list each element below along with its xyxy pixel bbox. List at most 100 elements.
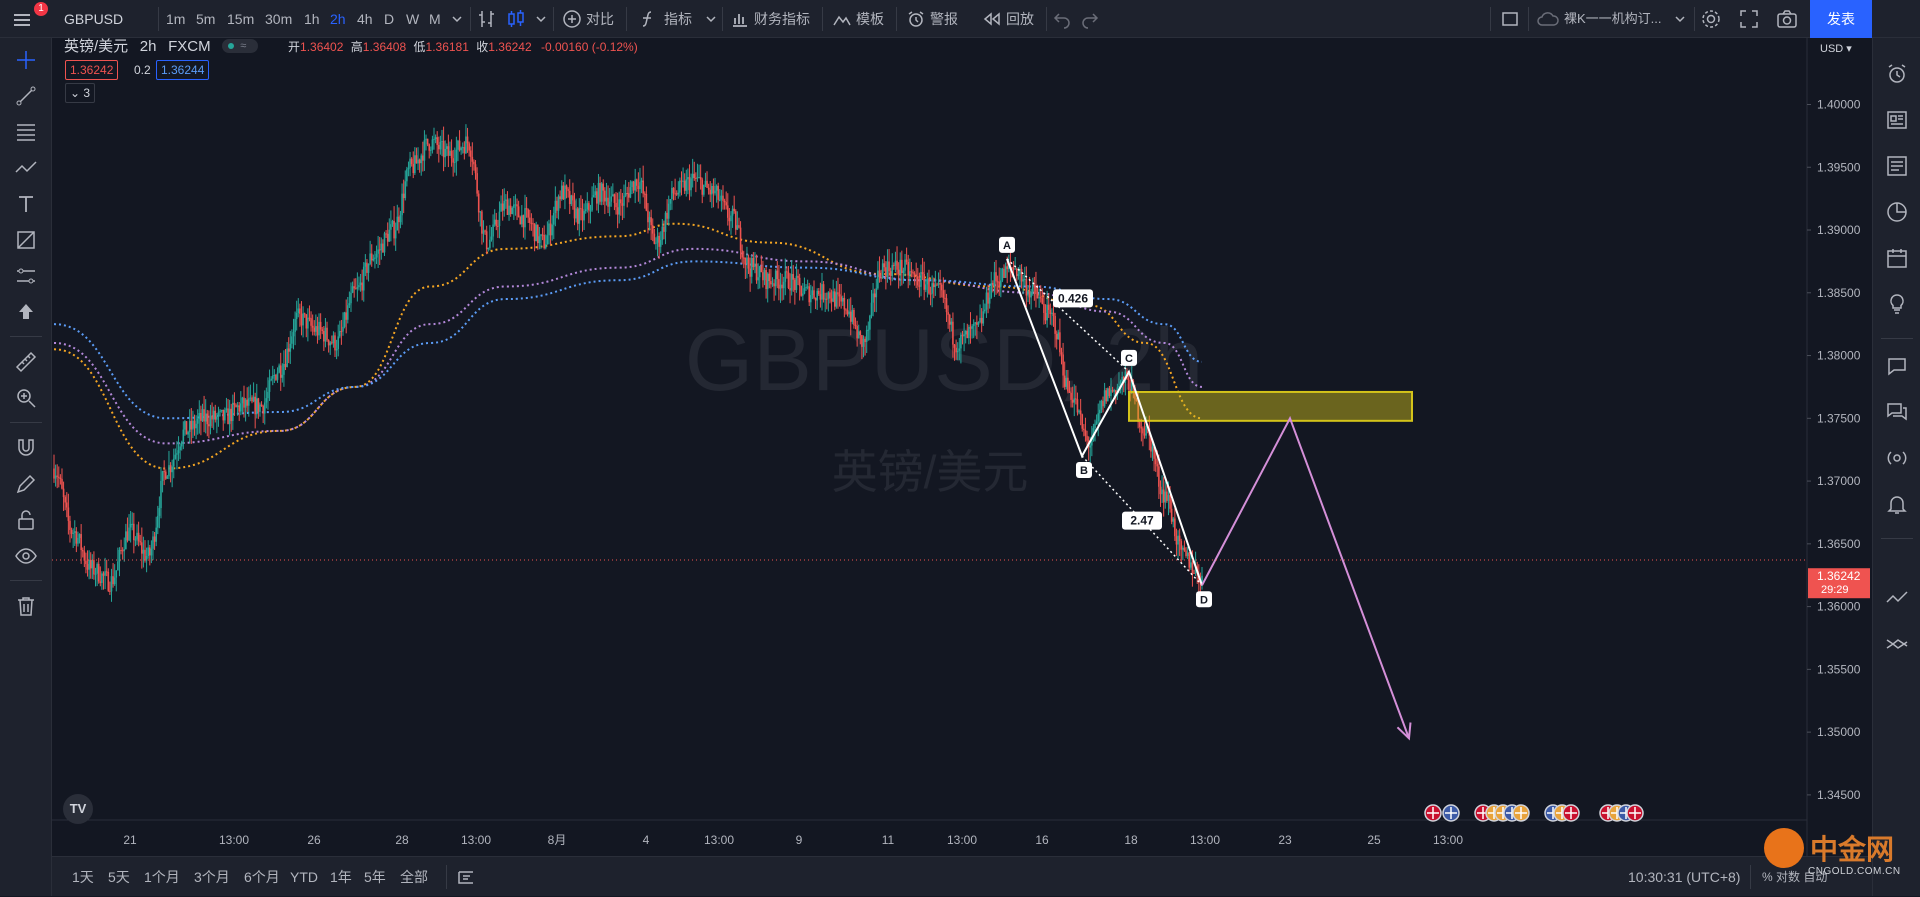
undo-icon[interactable]	[1052, 9, 1072, 29]
publish-button[interactable]: 发表	[1810, 0, 1872, 38]
interval-30m[interactable]: 30m	[265, 11, 293, 27]
ratio-label-bc[interactable]: 0.426	[1053, 289, 1093, 308]
compare-button[interactable]: 对比	[560, 0, 620, 38]
event-flag-icon[interactable]	[1626, 804, 1644, 822]
ask-price[interactable]: 1.36244	[156, 60, 210, 80]
abcd-legs[interactable]	[1006, 258, 1203, 586]
candles-icon[interactable]	[505, 8, 527, 30]
date-range-icon[interactable]	[456, 867, 476, 887]
supply-zone[interactable]	[1128, 390, 1413, 422]
range-5d[interactable]: 5天	[108, 869, 130, 885]
crosshair-icon[interactable]	[14, 48, 38, 72]
interval-5m[interactable]: 5m	[196, 11, 216, 27]
layout-name-button[interactable]: 裸K一一机构订...	[1534, 0, 1686, 38]
abcd-pattern[interactable]: A B C D 0.426 2.47	[999, 236, 1212, 608]
range-all[interactable]: 全部	[400, 869, 428, 885]
symbol-search[interactable]: GBPUSD	[64, 11, 124, 27]
ruler-icon[interactable]	[14, 350, 38, 374]
shape-icon[interactable]	[14, 228, 38, 252]
magnet-icon[interactable]	[14, 436, 38, 460]
chevron-down-icon[interactable]	[451, 13, 463, 25]
market-status-badge[interactable]: ≈	[222, 39, 259, 53]
interval-d[interactable]: D	[384, 11, 395, 27]
interval-2h[interactable]: 2h	[330, 11, 346, 27]
chat-icon[interactable]	[1885, 354, 1909, 378]
projection-line[interactable]	[1201, 415, 1410, 739]
bar-style-icon[interactable]	[476, 8, 498, 30]
pattern-point-d[interactable]: D	[1196, 591, 1212, 608]
prediction-icon[interactable]	[14, 264, 38, 288]
menu-button[interactable]: 1	[8, 2, 48, 32]
interval-w[interactable]: W	[406, 11, 420, 27]
text-icon[interactable]	[14, 192, 38, 216]
range-1d[interactable]: 1天	[72, 869, 94, 885]
pattern-point-b[interactable]: B	[1076, 461, 1092, 478]
camera-icon[interactable]	[1776, 8, 1798, 30]
bell-icon[interactable]	[1885, 492, 1909, 516]
trend-line-icon[interactable]	[14, 84, 38, 108]
event-flag-icon[interactable]	[1562, 804, 1580, 822]
streams-icon[interactable]	[1885, 446, 1909, 470]
time-axis[interactable]: 21 13:00 26 28 13:00 8月 4 13:00 9 11 13:00 16 18 13:0…	[123, 833, 1463, 847]
event-flag-icon[interactable]	[1442, 804, 1460, 822]
zone-rectangle[interactable]	[1128, 390, 1413, 422]
clock[interactable]: 10:30:31 (UTC+8)	[1628, 869, 1741, 885]
range-1y[interactable]: 1年	[330, 869, 352, 885]
gear-icon[interactable]	[1700, 8, 1722, 30]
alarm-icon[interactable]	[1885, 62, 1909, 86]
arrow-up-icon[interactable]	[14, 300, 38, 324]
redo-icon[interactable]	[1080, 9, 1100, 29]
range-6m[interactable]: 6个月	[244, 869, 280, 885]
calendar-icon[interactable]	[1885, 246, 1909, 270]
fib-retracement-icon[interactable]	[14, 120, 38, 144]
event-flag-icon[interactable]	[1424, 804, 1442, 822]
bid-price[interactable]: 1.36242	[65, 60, 119, 80]
eye-icon[interactable]	[14, 544, 38, 568]
alert-button[interactable]: 警报	[904, 0, 964, 38]
event-flag-icon[interactable]	[1512, 804, 1530, 822]
range-1m[interactable]: 1个月	[144, 869, 180, 885]
chart-area[interactable]: GBPUSD, 2h 英镑/美元 A B C D 0.426 2.47 1.40000 1.…	[52, 38, 1872, 856]
market-movers-icon[interactable]	[1885, 586, 1909, 610]
projection-path[interactable]	[1201, 415, 1412, 741]
lock-icon[interactable]	[14, 508, 38, 532]
symbol-legend[interactable]: 英镑/美元 2h FXCM ≈	[64, 38, 259, 56]
layout-square-icon[interactable]	[1500, 9, 1520, 29]
watchlist-icon[interactable]	[1885, 154, 1909, 178]
interval-4h[interactable]: 4h	[357, 11, 373, 27]
interval-m[interactable]: M	[429, 11, 441, 27]
hotlist-icon[interactable]	[1885, 200, 1909, 224]
interval-15m[interactable]: 15m	[227, 11, 255, 27]
interval-1h[interactable]: 1h	[304, 11, 320, 27]
messages-icon[interactable]	[1885, 400, 1909, 424]
pattern-point-c[interactable]: C	[1121, 349, 1137, 366]
templates-button[interactable]: 模板	[830, 0, 890, 38]
trash-icon[interactable]	[14, 594, 38, 618]
ideas-icon[interactable]	[1885, 292, 1909, 316]
tradingview-logo[interactable]: TV	[63, 794, 93, 824]
chevron-down-icon[interactable]	[1674, 13, 1686, 25]
interval-1m[interactable]: 1m	[166, 11, 186, 27]
range-5y[interactable]: 5年	[364, 869, 386, 885]
range-ytd[interactable]: YTD	[290, 869, 318, 885]
pattern-icon[interactable]	[14, 156, 38, 180]
pencil-lock-icon[interactable]	[14, 472, 38, 496]
replay-button[interactable]: 回放	[980, 0, 1040, 38]
pattern-point-a[interactable]: A	[999, 236, 1015, 253]
news-icon[interactable]	[1885, 108, 1909, 132]
chevron-down-icon[interactable]	[705, 13, 717, 25]
chevron-down-icon[interactable]	[535, 13, 547, 25]
ratio-label-cd[interactable]: 2.47	[1122, 511, 1162, 530]
price-axis[interactable]: 1.40000 1.39500 1.39000 1.38500 1.38000 1.375…	[1807, 97, 1870, 802]
scale-options[interactable]: % 对数 自动	[1762, 870, 1828, 884]
indicators-button[interactable]: 指标	[636, 0, 706, 38]
range-3m[interactable]: 3个月	[194, 869, 230, 885]
depth-icon[interactable]	[1885, 632, 1909, 656]
financials-button[interactable]: 财务指标	[728, 0, 814, 38]
fullscreen-icon[interactable]	[1738, 8, 1760, 30]
zoom-in-icon[interactable]	[14, 386, 38, 410]
economic-events[interactable]	[1424, 804, 1644, 822]
indicators-toggle[interactable]: ⌄ 3	[65, 83, 96, 103]
currency-selector[interactable]: USD ▾	[1820, 43, 1852, 55]
